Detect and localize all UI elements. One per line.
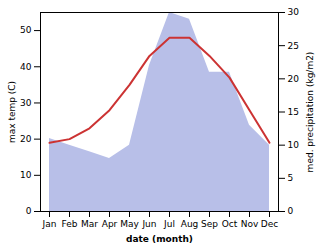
- svg-text:Jul: Jul: [163, 219, 175, 229]
- svg-text:15: 15: [288, 107, 299, 117]
- svg-text:30: 30: [288, 7, 300, 17]
- svg-text:Jan: Jan: [42, 219, 57, 229]
- svg-text:med. precipitation (kg/m2): med. precipitation (kg/m2): [305, 52, 315, 173]
- svg-text:10: 10: [288, 140, 300, 150]
- svg-text:0: 0: [26, 206, 32, 216]
- svg-text:Feb: Feb: [62, 219, 78, 229]
- svg-text:Oct: Oct: [222, 219, 238, 229]
- svg-text:max temp (C): max temp (C): [7, 81, 17, 143]
- svg-text:10: 10: [20, 170, 32, 180]
- svg-text:20: 20: [20, 134, 32, 144]
- svg-text:25: 25: [288, 41, 299, 51]
- svg-text:Apr: Apr: [102, 219, 118, 229]
- svg-text:May: May: [120, 219, 139, 229]
- svg-text:Sep: Sep: [201, 219, 218, 229]
- svg-text:Dec: Dec: [261, 219, 278, 229]
- svg-text:Jun: Jun: [141, 219, 156, 229]
- svg-text:date (month): date (month): [126, 234, 193, 244]
- svg-text:Mar: Mar: [81, 219, 98, 229]
- svg-text:0: 0: [288, 206, 294, 216]
- svg-text:20: 20: [288, 74, 300, 84]
- svg-text:40: 40: [20, 62, 32, 72]
- svg-text:Nov: Nov: [241, 219, 259, 229]
- svg-text:5: 5: [288, 173, 294, 183]
- svg-text:30: 30: [20, 98, 32, 108]
- svg-text:50: 50: [20, 25, 32, 35]
- svg-text:Aug: Aug: [181, 219, 199, 229]
